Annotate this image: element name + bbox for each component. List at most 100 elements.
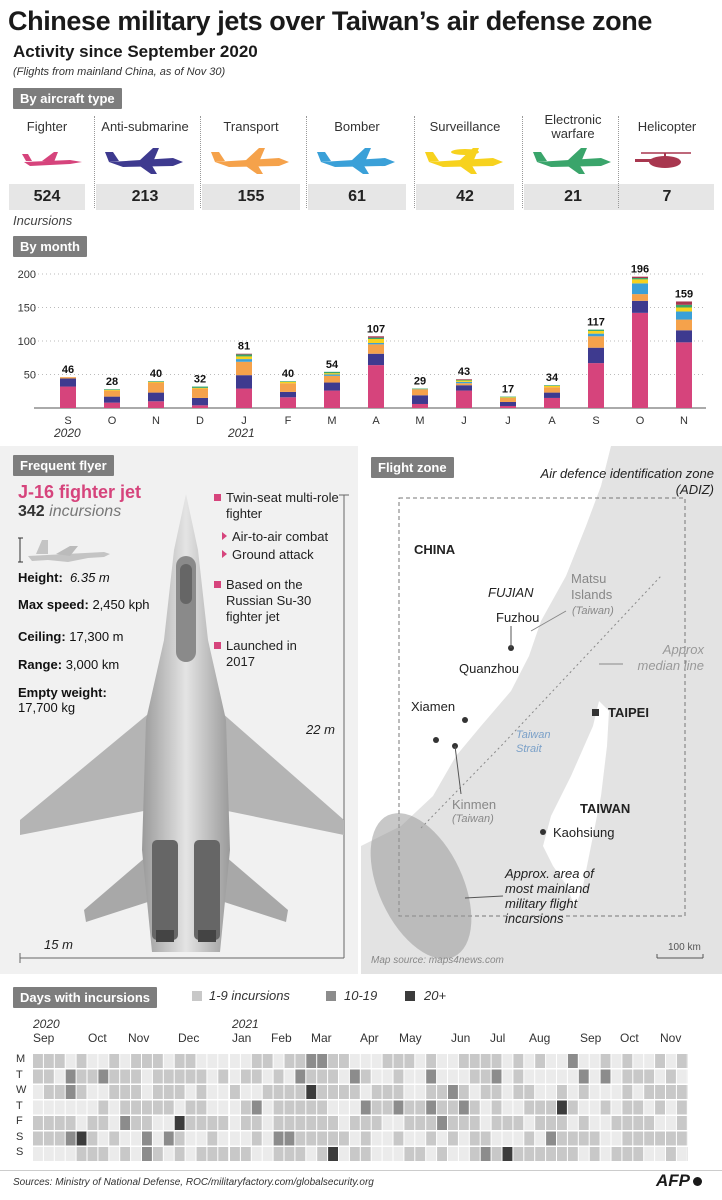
calendar-day-cell <box>65 1131 76 1146</box>
calendar-day-cell <box>349 1100 360 1115</box>
calendar-day-cell <box>633 1054 644 1068</box>
calendar-day-cell <box>174 1069 185 1084</box>
calendar-day-cell <box>65 1147 76 1161</box>
calendar-day-cell <box>295 1069 306 1084</box>
calendar-day-cell <box>152 1069 163 1084</box>
calendar-day-cell <box>567 1116 578 1130</box>
sources: Sources: Ministry of National Defense, R… <box>13 1177 374 1188</box>
calendar-day-cell <box>339 1069 349 1084</box>
calendar-day-cell <box>371 1069 382 1084</box>
calendar-day-cell <box>251 1054 262 1068</box>
calendar-day-cell <box>120 1085 131 1099</box>
calendar-day-cell <box>360 1147 371 1161</box>
calendar-day-cell <box>589 1116 600 1130</box>
calendar-day-cell <box>295 1054 306 1068</box>
page-subtitle: Activity since September 2020 <box>13 42 258 61</box>
x-tick-label: A <box>372 415 380 427</box>
calendar-day-cell <box>546 1054 556 1068</box>
matsu-label: Matsu Islands <box>571 571 613 602</box>
calendar-day-cell <box>328 1131 338 1146</box>
calendar-day-cell <box>284 1131 295 1146</box>
calendar-day-cell <box>655 1054 665 1068</box>
calendar-day-cell <box>469 1147 480 1161</box>
calendar-day-cell <box>196 1069 207 1084</box>
calendar-day-cell <box>142 1054 152 1068</box>
calendar-day-cell <box>317 1147 328 1161</box>
calendar-day-cell <box>676 1116 687 1130</box>
calendar-month-label: Dec <box>178 1031 200 1045</box>
bar-segment <box>500 401 516 406</box>
map-source: Map source: maps4news.com <box>371 955 504 966</box>
bullet-air-combat: Air-to-air combat <box>222 529 328 545</box>
bar-segment <box>148 401 164 408</box>
calendar-day-cell <box>600 1116 611 1130</box>
calendar-day-cell <box>437 1085 447 1099</box>
calendar-day-cell <box>633 1116 644 1130</box>
bar-segment <box>104 396 120 403</box>
calendar-year-2020: 2020 <box>33 1017 60 1031</box>
calendar-day-cell <box>76 1131 87 1146</box>
bar-total-label: 117 <box>587 317 605 329</box>
calendar-day-cell <box>415 1100 426 1115</box>
taiwan-label: TAIWAN <box>580 801 631 816</box>
calendar-day-cell <box>284 1116 295 1130</box>
bar-segment <box>148 381 164 382</box>
calendar-day-cell <box>98 1054 109 1068</box>
calendar-day-cell <box>611 1054 622 1068</box>
calendar-day-cell <box>152 1131 163 1146</box>
legend-swatch-low <box>192 991 202 1001</box>
bar-segment <box>192 386 208 388</box>
calendar-day-cell <box>87 1116 98 1130</box>
calendar-day-cell <box>295 1116 306 1130</box>
calendar-day-cell <box>480 1100 491 1115</box>
calendar-day-cell <box>339 1131 349 1146</box>
calendar-day-cell <box>458 1116 469 1130</box>
x-tick-label: J <box>241 415 247 427</box>
calendar-day-cell <box>185 1100 196 1115</box>
calendar-day-cell <box>480 1147 491 1161</box>
aircraft-type-count: 21 <box>524 184 622 210</box>
calendar-day-cell <box>546 1131 556 1146</box>
calendar-day-cell <box>328 1054 338 1068</box>
calendar-day-cell <box>131 1131 141 1146</box>
bullet-launched: Launched in 2017 <box>214 638 316 670</box>
taipei-label: TAIPEI <box>608 705 649 720</box>
bar-segment <box>148 381 164 383</box>
calendar-day-cell <box>163 1100 174 1115</box>
aircraft-type-electronic-warfare: Electronic warfare 21 <box>524 112 622 212</box>
calendar-day-cell <box>349 1116 360 1130</box>
calendar-day-cell <box>578 1100 589 1115</box>
calendar-day-cell <box>87 1085 98 1099</box>
calendar-day-cell <box>131 1147 141 1161</box>
calendar-day-cell <box>557 1147 567 1161</box>
calendar-day-cell <box>600 1131 611 1146</box>
calendar-day-cell <box>339 1054 349 1068</box>
calendar-day-cell <box>589 1147 600 1161</box>
calendar-day-cell <box>174 1085 185 1099</box>
calendar-day-cell <box>426 1085 437 1099</box>
calendar-day-cell <box>491 1069 502 1084</box>
bar-segment <box>148 392 164 402</box>
calendar-heatmap <box>33 1054 688 1161</box>
calendar-day-cell <box>448 1085 458 1099</box>
calendar-day-cell <box>502 1069 513 1084</box>
bar-segment <box>412 389 428 396</box>
bar-segment <box>500 397 516 398</box>
bullet-ground-attack: Ground attack <box>222 547 314 563</box>
calendar-day-cell <box>131 1100 141 1115</box>
bullet-multi-role: Twin-seat multi-role fighter <box>214 490 346 522</box>
calendar-day-cell <box>98 1131 109 1146</box>
calendar-day-label: T <box>16 1068 23 1081</box>
calendar-month-label: Jun <box>451 1031 471 1045</box>
bar-segment <box>588 329 604 331</box>
aircraft-type-label: Surveillance <box>429 119 501 134</box>
calendar-day-cell <box>76 1116 87 1130</box>
calendar-day-cell <box>611 1116 622 1130</box>
calendar-day-cell <box>633 1100 644 1115</box>
calendar-day-cell <box>611 1147 622 1161</box>
calendar-day-cell <box>589 1069 600 1084</box>
calendar-day-cell <box>426 1054 437 1068</box>
calendar-day-cell <box>109 1116 120 1130</box>
calendar-day-cell <box>54 1085 65 1099</box>
calendar-day-cell <box>524 1054 535 1068</box>
